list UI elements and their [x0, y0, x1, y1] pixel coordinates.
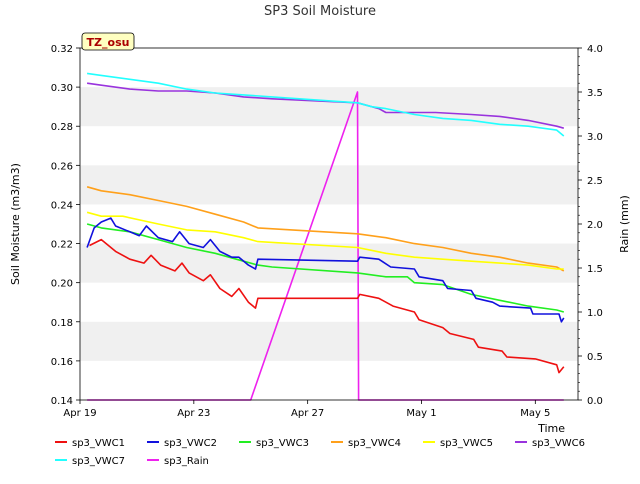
series-line-sp3-vwc1 [89, 238, 565, 374]
x-tick-label: Apr 19 [63, 408, 96, 419]
y-axis-label: Soil Moisture (m3/m3) [9, 163, 22, 285]
legend: sp3_VWC1 sp3_VWC2 sp3_VWC3 sp3_VWC4 sp3_VWC5… [55, 438, 585, 467]
y-tick-label: 0.32 [51, 44, 73, 55]
x-tick-label: May 1 [406, 408, 436, 419]
series-line-sp3-vwc7 [86, 72, 565, 137]
y2-tick-label: 2.0 [587, 220, 603, 231]
y2-tick-label: 3.0 [587, 132, 603, 143]
y2-tick-label: 3.5 [587, 88, 603, 99]
y-tick-label: 0.14 [51, 396, 73, 407]
grid-band [80, 87, 578, 127]
y-tick-label: 0.16 [51, 357, 73, 368]
y-tick-label: 0.28 [51, 122, 73, 133]
site-label: TZ_osu [87, 36, 130, 49]
legend-label: sp3_VWC7 [72, 456, 125, 467]
legend-label: sp3_VWC3 [256, 438, 309, 449]
x-tick-label: May 5 [520, 408, 550, 419]
series-line-sp3-vwc2 [86, 217, 565, 323]
y2-tick-label: 2.5 [587, 176, 603, 187]
legend-label: sp3_VWC2 [164, 438, 217, 449]
y2-tick-label: 0.0 [587, 396, 603, 407]
y2-tick-label: 1.5 [587, 264, 603, 275]
legend-label: sp3_VWC5 [440, 438, 493, 449]
y-tick-label: 0.26 [51, 161, 73, 172]
grid-band [80, 321, 578, 361]
y-tick-label: 0.30 [51, 83, 73, 94]
legend-label: sp3_VWC4 [348, 438, 401, 449]
y2-tick-label: 4.0 [587, 44, 603, 55]
y-tick-label: 0.24 [51, 200, 73, 211]
legend-label: sp3_VWC1 [72, 438, 125, 449]
grid-band [80, 165, 578, 205]
y-tick-label: 0.22 [51, 240, 73, 251]
x-tick-label: Apr 27 [291, 408, 324, 419]
chart-title: SP3 Soil Moisture [264, 4, 376, 19]
x-axis-label: Time [537, 422, 565, 435]
y-tick-label: 0.20 [51, 279, 73, 290]
y2-tick-label: 0.5 [587, 352, 603, 363]
site-label-box: TZ_osu [81, 32, 135, 51]
series-line-sp3-vwc5 [86, 211, 564, 270]
y2-tick-label: 1.0 [587, 308, 603, 319]
x-tick-label: Apr 23 [177, 408, 210, 419]
series-line-sp3-vwc3 [86, 223, 565, 313]
y-tick-label: 0.18 [51, 318, 73, 329]
series-line-sp3-vwc4 [86, 186, 565, 272]
legend-label: sp3_Rain [164, 456, 209, 467]
axes-layer: 0.14 0.16 0.18 0.20 0.22 0.24 0.26 0.28 0.30 0.32… [51, 44, 603, 419]
y2-axis-label: Rain (mm) [618, 195, 631, 253]
legend-label: sp3_VWC6 [532, 438, 585, 449]
